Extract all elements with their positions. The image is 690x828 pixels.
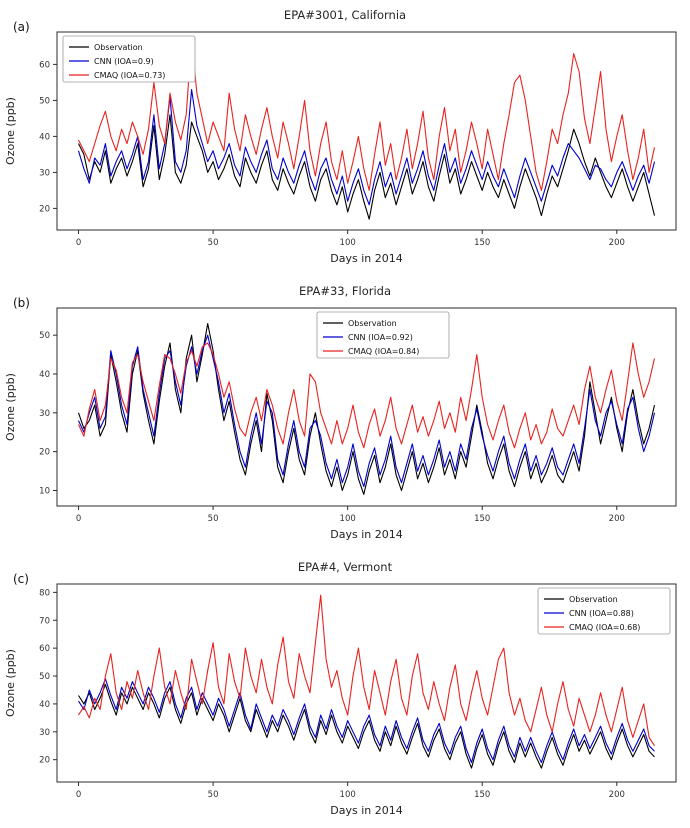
x-tick-label: 150: [474, 238, 490, 248]
y-tick-label: 40: [39, 370, 50, 380]
legend-box: [316, 311, 450, 359]
chart-title-b: EPA#33, Florida: [298, 284, 392, 298]
panel-label-c: (c): [13, 572, 29, 586]
x-axis-label: Days in 2014: [330, 252, 402, 265]
y-tick-label: 30: [39, 728, 50, 738]
y-tick-label: 50: [39, 672, 50, 682]
plot-area-c: 0 50 100 150 200 20 30 40 50 60 70 80 Days in 2014 Oz…: [0, 576, 690, 826]
chart-svg: 0 50 100 150 200 10 20 30 40 50 Days in 2014 Ozone …: [4, 307, 677, 541]
legend: Observation CNN (IOA=0.92) CMAQ (IOA=0.84): [316, 311, 450, 359]
panel-label-a: (a): [13, 20, 30, 34]
series-line-cmaq: [78, 38, 656, 191]
legend-box: [537, 587, 671, 635]
x-tick-label: 200: [609, 238, 625, 248]
legend: Observation CNN (IOA=0.9) CMAQ (IOA=0.73): [62, 35, 196, 83]
legend-label: Observation: [569, 595, 618, 604]
series-line-observation: [78, 114, 656, 220]
y-tick-label: 50: [39, 331, 50, 341]
x-tick-label: 150: [474, 514, 490, 524]
legend-label: CMAQ (IOA=0.84): [348, 347, 419, 356]
plot-area-a: 0 50 100 150 200 20 30 40 50 60 Days in 2014 Ozone …: [0, 24, 690, 274]
chart-panel-a: (a) EPA#3001, California 0 50 100 150 200 20 3…: [0, 0, 690, 276]
y-axis-label: Ozone (ppb): [4, 97, 17, 165]
x-tick-label: 0: [76, 514, 81, 524]
panel-label-b: (b): [13, 296, 30, 310]
series-line-cmaq: [78, 342, 656, 449]
legend-box: [62, 35, 196, 83]
x-tick-label: 150: [474, 790, 490, 800]
plot-area-b: 0 50 100 150 200 10 20 30 40 50 Days in 2014 Ozone …: [0, 300, 690, 550]
y-axis-label: Ozone (ppb): [4, 649, 17, 717]
legend-label: Observation: [348, 319, 397, 328]
chart-svg: 0 50 100 150 200 20 30 40 50 60 Days in 2014 Ozone …: [4, 31, 677, 265]
plot-frame: [56, 583, 677, 783]
chart-panel-c: (c) EPA#4, Vermont 0 50 100 150 200 20 30 40 50 6…: [0, 552, 690, 828]
chart-svg: 0 50 100 150 200 20 30 40 50 60 70 80 Days in 2014 Oz…: [4, 583, 677, 817]
x-tick-label: 50: [208, 790, 219, 800]
series-line-cmaq: [78, 594, 655, 746]
x-axis-label: Days in 2014: [330, 804, 402, 817]
x-tick-label: 50: [208, 514, 219, 524]
x-tick-label: 200: [609, 514, 625, 524]
y-tick-label: 30: [39, 168, 50, 178]
series-line-observation: [77, 322, 656, 495]
series-line-observation: [78, 683, 655, 769]
legend-label: CMAQ (IOA=0.68): [569, 623, 640, 632]
x-tick-label: 200: [609, 790, 625, 800]
series-line-cnn: [77, 89, 656, 206]
legend-label: CNN (IOA=0.88): [569, 609, 634, 618]
y-tick-label: 70: [39, 616, 50, 626]
y-tick-label: 20: [39, 756, 50, 766]
x-tick-label: 50: [208, 238, 219, 248]
x-tick-label: 0: [76, 790, 81, 800]
x-tick-label: 0: [76, 238, 81, 248]
x-tick-label: 100: [340, 790, 356, 800]
legend-label: Observation: [94, 43, 143, 52]
legend-label: CNN (IOA=0.9): [94, 57, 154, 66]
x-axis-label: Days in 2014: [330, 528, 402, 541]
y-tick-label: 30: [39, 409, 50, 419]
series-line-cnn: [78, 678, 655, 764]
y-tick-label: 40: [39, 700, 50, 710]
chart-panel-b: (b) EPA#33, Florida 0 50 100 150 200 10 20 30 40…: [0, 276, 690, 552]
x-tick-label: 100: [340, 238, 356, 248]
y-tick-label: 50: [39, 96, 50, 106]
legend-label: CNN (IOA=0.92): [348, 333, 413, 342]
chart-title-c: EPA#4, Vermont: [297, 560, 393, 574]
chart-title-a: EPA#3001, California: [283, 8, 407, 22]
y-tick-label: 80: [39, 588, 50, 598]
legend: Observation CNN (IOA=0.88) CMAQ (IOA=0.68): [537, 587, 671, 635]
legend-label: CMAQ (IOA=0.73): [94, 71, 165, 80]
y-tick-label: 10: [39, 486, 50, 496]
x-tick-label: 100: [340, 514, 356, 524]
y-tick-label: 20: [39, 204, 50, 214]
series-line-cnn: [78, 334, 656, 488]
y-axis-label: Ozone (ppb): [4, 373, 17, 441]
y-tick-label: 20: [39, 448, 50, 458]
y-tick-label: 60: [39, 60, 50, 70]
y-tick-label: 60: [39, 644, 50, 654]
y-tick-label: 40: [39, 132, 50, 142]
